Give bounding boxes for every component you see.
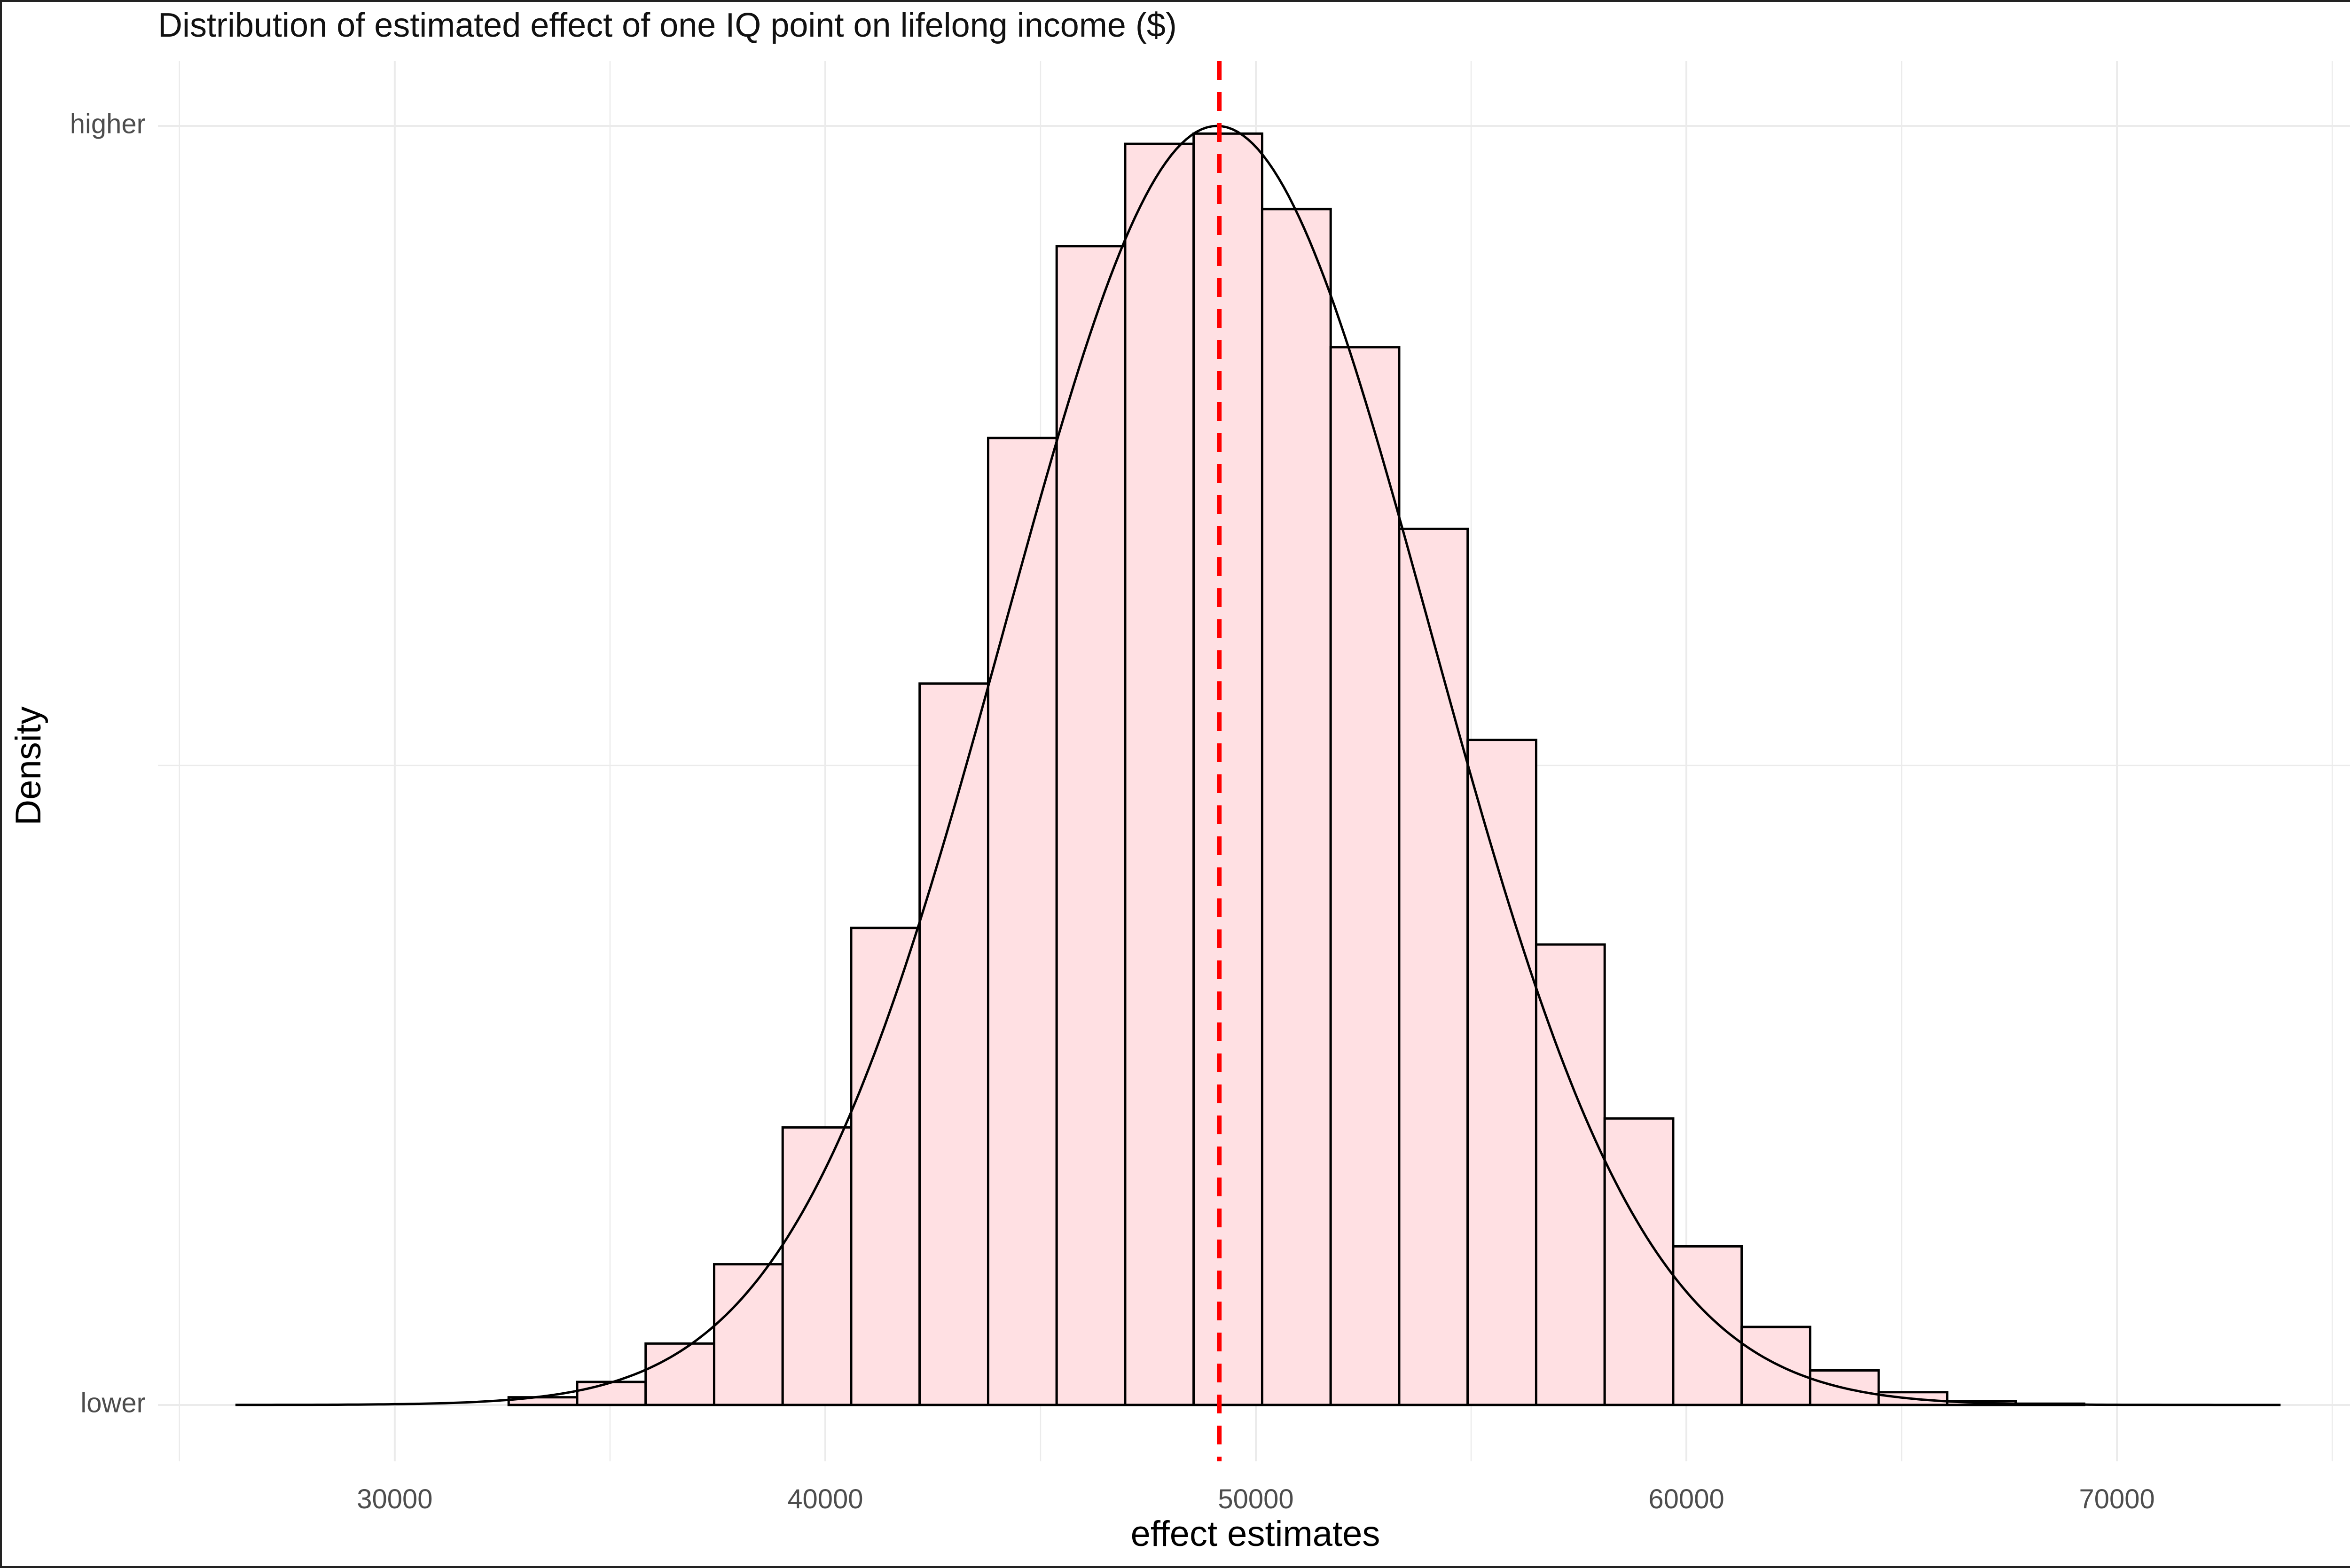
y-tick-label-higher: higher [70, 109, 146, 139]
histogram-bar [1192, 132, 1263, 1406]
histogram-bar [1329, 346, 1401, 1406]
x-tick-label: 60000 [1648, 1484, 1724, 1514]
x-tick-label: 30000 [357, 1484, 432, 1514]
x-tick-label: 70000 [2079, 1484, 2155, 1514]
density-curve [235, 125, 2281, 1406]
histogram-bar [1535, 943, 1606, 1406]
histogram-bar [1261, 208, 1332, 1406]
histogram-bar [1124, 142, 1195, 1406]
histogram-bars [507, 132, 2085, 1406]
histogram-bar [918, 682, 989, 1406]
histogram-bar [576, 1381, 647, 1406]
histogram-bar [987, 437, 1058, 1406]
histogram-bar [850, 927, 921, 1406]
x-axis-title: effect estimates [1131, 1514, 1380, 1554]
chart-title: Distribution of estimated effect of one … [158, 7, 1177, 44]
y-tick-label-lower: lower [80, 1388, 146, 1418]
x-tick-label: 50000 [1218, 1484, 1293, 1514]
histogram-bar [713, 1263, 784, 1406]
x-axis-tick-labels: 30000 40000 50000 60000 70000 [357, 1484, 2155, 1514]
histogram-bar [1055, 245, 1127, 1406]
histogram-bar [1466, 739, 1537, 1406]
histogram-bar [781, 1126, 853, 1406]
histogram-bar [1672, 1245, 1743, 1406]
x-tick-label: 40000 [787, 1484, 863, 1514]
histogram-bar [1398, 527, 1469, 1406]
y-axis-title: Density [8, 706, 48, 825]
histogram-bar [1740, 1326, 1811, 1406]
